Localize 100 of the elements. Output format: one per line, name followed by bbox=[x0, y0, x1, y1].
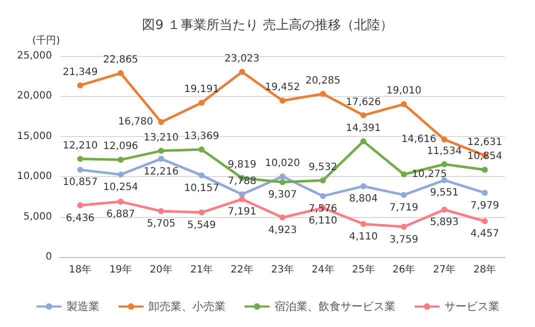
point bbox=[400, 192, 407, 198]
data-label: 6,887 bbox=[106, 209, 135, 220]
x-tick-label: 27年 bbox=[432, 264, 456, 276]
y-tick-label: 10,000 bbox=[17, 171, 52, 182]
data-label: 10,857 bbox=[62, 177, 98, 188]
point bbox=[482, 190, 488, 196]
point bbox=[198, 146, 205, 153]
data-label: 6,110 bbox=[308, 215, 338, 226]
point bbox=[77, 156, 84, 162]
y-tick-label: 0 bbox=[46, 252, 52, 262]
data-label: 9,307 bbox=[268, 190, 297, 201]
data-label: 12,096 bbox=[103, 141, 138, 152]
x-tick-label: 22年 bbox=[230, 264, 254, 276]
data-label: 7,979 bbox=[470, 200, 500, 212]
point bbox=[360, 220, 366, 227]
data-label: 13,369 bbox=[184, 131, 220, 142]
data-label: 20,285 bbox=[305, 75, 340, 86]
data-label: 10,854 bbox=[467, 151, 502, 162]
point bbox=[118, 70, 124, 76]
data-label: 12,210 bbox=[62, 140, 98, 152]
data-label: 5,705 bbox=[146, 218, 176, 230]
data-label: 10,157 bbox=[184, 182, 220, 194]
point bbox=[198, 172, 205, 178]
point bbox=[239, 68, 246, 75]
data-label: 19,452 bbox=[265, 82, 300, 94]
y-tick-label: 5,000 bbox=[23, 211, 52, 222]
point bbox=[239, 196, 246, 202]
data-label: 11,534 bbox=[426, 146, 462, 157]
data-label: 7,719 bbox=[390, 202, 418, 214]
y-axis-title: (千円) bbox=[32, 34, 60, 46]
point bbox=[118, 172, 124, 178]
point bbox=[400, 101, 407, 108]
point bbox=[280, 98, 286, 104]
point bbox=[360, 138, 366, 144]
point bbox=[198, 100, 205, 106]
point bbox=[441, 206, 448, 213]
x-tick-label: 23年 bbox=[271, 264, 294, 276]
point bbox=[118, 156, 124, 163]
data-label: 9,532 bbox=[308, 162, 338, 173]
data-label: 5,893 bbox=[430, 217, 459, 228]
legend-label: 宿泊業、飲食サービス業 bbox=[274, 300, 396, 313]
point bbox=[400, 171, 407, 178]
legend-label: 製造業 bbox=[66, 300, 100, 313]
data-label: 14,616 bbox=[401, 134, 436, 145]
data-label: 12,216 bbox=[144, 166, 179, 178]
y-tick-label: 15,000 bbox=[17, 130, 52, 142]
data-label: 19,191 bbox=[184, 84, 220, 96]
point bbox=[158, 119, 164, 126]
data-label: 4,110 bbox=[349, 231, 378, 242]
point bbox=[482, 218, 488, 224]
point bbox=[158, 156, 164, 162]
point bbox=[118, 198, 124, 205]
x-tick-label: 28年 bbox=[473, 264, 496, 276]
x-tick-label: 24年 bbox=[312, 264, 334, 276]
x-tick-label: 18年 bbox=[68, 264, 92, 276]
data-label: 4,923 bbox=[268, 224, 297, 236]
chart-title: 図9 １事業所当たり 売上高の推移（北陸） bbox=[142, 17, 393, 33]
data-label: 16,780 bbox=[118, 116, 154, 128]
point bbox=[441, 136, 448, 142]
data-label: 9,551 bbox=[430, 188, 459, 199]
point bbox=[77, 166, 84, 173]
data-label: 14,391 bbox=[346, 122, 381, 134]
data-label: 3,759 bbox=[390, 234, 418, 246]
point bbox=[320, 177, 326, 184]
data-label: 5,549 bbox=[187, 220, 216, 231]
data-label: 23,023 bbox=[224, 53, 260, 64]
legend-label: 卸売業、小売業 bbox=[148, 300, 226, 313]
point bbox=[320, 193, 326, 200]
x-tick-label: 21年 bbox=[190, 264, 213, 276]
data-label: 4,457 bbox=[470, 228, 500, 240]
data-label: 12,631 bbox=[467, 136, 502, 148]
data-label: 17,626 bbox=[346, 96, 381, 108]
y-tick-label: 20,000 bbox=[17, 90, 52, 102]
data-label: 21,349 bbox=[62, 66, 98, 78]
point bbox=[320, 90, 326, 97]
x-tick-label: 19年 bbox=[109, 264, 132, 276]
point bbox=[280, 214, 286, 220]
x-tick-label: 20年 bbox=[150, 264, 173, 276]
y-tick-label: 25,000 bbox=[17, 50, 52, 62]
data-label: 6,436 bbox=[66, 212, 95, 224]
data-label: 10,020 bbox=[265, 158, 300, 169]
point bbox=[400, 224, 407, 230]
point bbox=[482, 166, 488, 173]
data-label: 10,275 bbox=[412, 168, 447, 180]
data-label: 13,210 bbox=[144, 132, 179, 144]
data-label: 7,576 bbox=[308, 204, 338, 215]
x-tick-label: 26年 bbox=[392, 264, 416, 276]
data-label: 8,804 bbox=[349, 194, 378, 205]
legend-label: サービス業 bbox=[444, 300, 500, 313]
point bbox=[441, 161, 448, 168]
x-tick-label: 25年 bbox=[352, 264, 375, 276]
data-label: 9,819 bbox=[228, 160, 256, 171]
point bbox=[158, 148, 164, 154]
point bbox=[360, 112, 366, 118]
data-label: 19,010 bbox=[386, 86, 422, 97]
data-label: 10,254 bbox=[103, 182, 138, 194]
point bbox=[280, 179, 286, 186]
data-label: 22,865 bbox=[103, 54, 138, 66]
point bbox=[77, 202, 84, 208]
point bbox=[77, 82, 84, 88]
